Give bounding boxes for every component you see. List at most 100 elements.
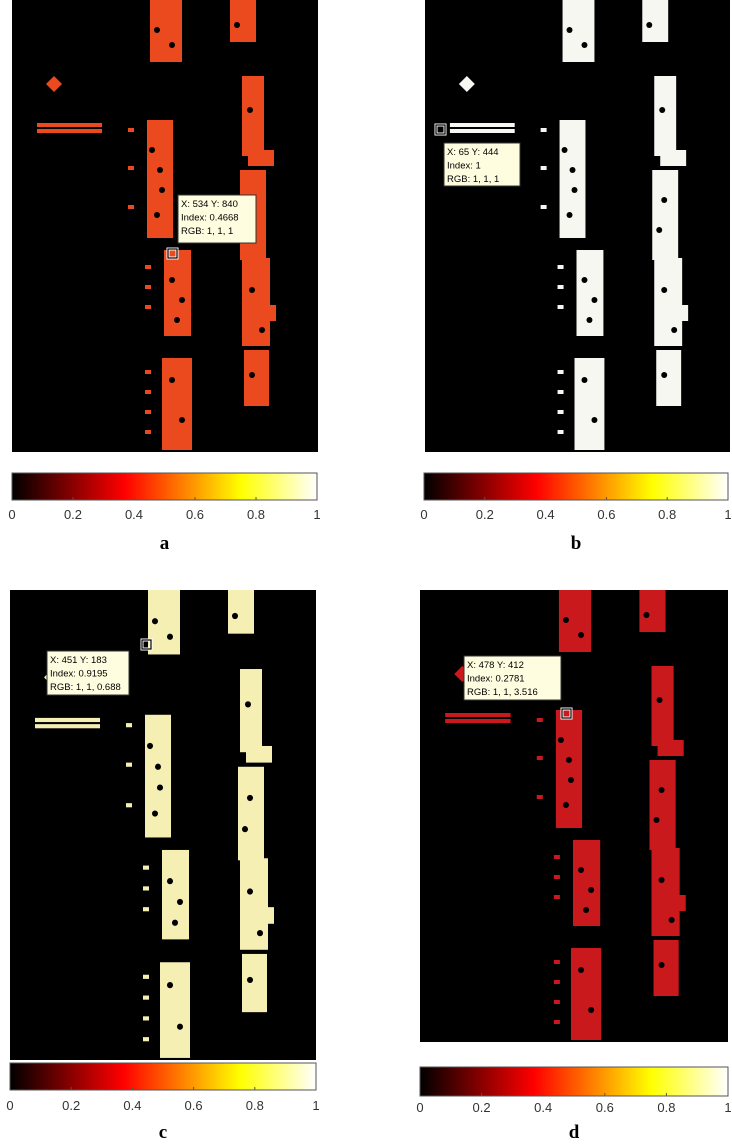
speck (563, 802, 569, 808)
speck (659, 877, 665, 883)
building-shape (240, 858, 268, 950)
colorbar-tick-label: 0.6 (185, 1098, 203, 1113)
building-shape (143, 886, 149, 890)
building-shape (537, 756, 543, 760)
building-shape (238, 767, 264, 861)
panel-label: c (159, 1122, 167, 1143)
speck (242, 826, 248, 832)
speck (567, 212, 573, 218)
speck (578, 967, 584, 973)
colorbar (12, 473, 317, 500)
speck (643, 612, 649, 618)
building-shape (128, 128, 134, 132)
speck (247, 888, 253, 894)
speck (179, 417, 185, 423)
speck (152, 810, 158, 816)
building-shape (554, 1000, 560, 1004)
speck (154, 212, 160, 218)
speck (657, 697, 663, 703)
image-panel (425, 0, 730, 452)
speck (174, 317, 180, 323)
building-shape (558, 285, 564, 289)
building-shape (668, 895, 686, 911)
building-shape (35, 718, 100, 722)
datatip-line: RGB: 1, 1, 3.516 (467, 687, 538, 698)
building-shape (242, 258, 270, 346)
building-shape (240, 669, 262, 752)
building-shape (577, 250, 604, 336)
figure: 00.20.40.60.81aX: 534 Y: 840Index: 0.466… (0, 0, 732, 1146)
colorbar-tick-label: 0.8 (657, 1100, 675, 1115)
speck (157, 784, 163, 790)
speck (169, 42, 175, 48)
building-shape (143, 907, 149, 911)
speck (568, 777, 574, 783)
building-shape (670, 305, 688, 321)
datatip-line: Index: 0.2781 (467, 674, 525, 685)
building-shape (660, 150, 686, 166)
speck (578, 867, 584, 873)
colorbar-tick-label: 0 (8, 507, 15, 522)
speck (558, 737, 564, 743)
speck (572, 187, 578, 193)
building-shape (145, 430, 151, 434)
speck (157, 167, 163, 173)
speck (588, 887, 594, 893)
building-shape (554, 980, 560, 984)
speck (234, 22, 240, 28)
building-shape (554, 875, 560, 879)
datatip-line: Index: 1 (447, 161, 481, 172)
building-shape (556, 710, 582, 828)
building-shape (445, 719, 510, 723)
speck (247, 977, 253, 983)
building-shape (230, 0, 256, 42)
building-shape (164, 250, 191, 336)
speck (247, 107, 253, 113)
datatip-line: RGB: 1, 1, 0.688 (50, 682, 121, 693)
building-shape (558, 305, 564, 309)
speck (591, 417, 597, 423)
building-shape (554, 1020, 560, 1024)
colorbar-tick-label: 0.8 (658, 507, 676, 522)
building-shape (228, 590, 254, 634)
datatip-line: X: 534 Y: 840 (181, 199, 238, 210)
colorbar-tick-label: 0.2 (64, 507, 82, 522)
building-shape (654, 940, 679, 996)
building-shape (126, 763, 132, 767)
datatip-line: Index: 0.4668 (181, 213, 239, 224)
colorbar-tick-label: 0 (6, 1098, 13, 1113)
building-shape (128, 205, 134, 209)
datatip-line: X: 478 Y: 412 (467, 660, 524, 671)
colorbar-tick-label: 0.2 (473, 1100, 491, 1115)
colorbar (424, 473, 728, 500)
colorbar-tick-label: 0.8 (247, 507, 265, 522)
building-shape (652, 170, 678, 260)
building-shape (143, 1037, 149, 1041)
speck (661, 197, 667, 203)
building-shape (160, 962, 190, 1058)
panel-label: b (571, 533, 582, 554)
speck (659, 787, 665, 793)
speck (159, 187, 165, 193)
building-shape (145, 410, 151, 414)
speck (169, 277, 175, 283)
speck (149, 147, 155, 153)
colorbar-tick-label: 0.2 (476, 507, 494, 522)
speck (566, 757, 572, 763)
building-shape (558, 390, 564, 394)
speck (654, 817, 660, 823)
colorbar-tick-label: 0.6 (597, 507, 615, 522)
speck (581, 42, 587, 48)
building-shape (656, 350, 681, 406)
speck (583, 907, 589, 913)
colorbar-tick-label: 0.4 (534, 1100, 552, 1115)
building-shape (145, 715, 171, 838)
speck (562, 147, 568, 153)
building-shape (162, 358, 192, 450)
datatip-line: Index: 0.9195 (50, 669, 108, 680)
building-shape (652, 848, 680, 936)
building-shape (654, 258, 682, 346)
building-shape (450, 123, 515, 127)
colorbar-tick-label: 1 (724, 507, 731, 522)
building-shape (258, 305, 276, 321)
